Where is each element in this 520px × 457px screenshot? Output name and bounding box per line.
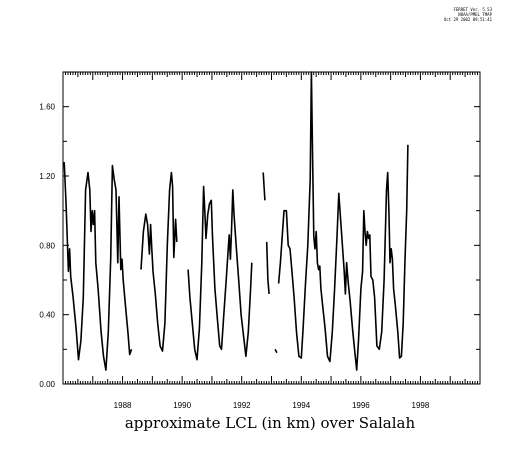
series-line-0-segment-2 <box>187 185 253 361</box>
y-tick-label: 0.80 <box>39 241 55 250</box>
x-tick-label: 1990 <box>173 401 191 410</box>
header-line-2: NOAA/PMEL TMAP <box>458 12 492 17</box>
y-tick-label: 1.60 <box>39 103 55 112</box>
series-lines <box>63 71 409 371</box>
x-tick-label: 1998 <box>412 401 430 410</box>
plot-frame <box>62 71 481 385</box>
header-line-3: Oct 29 2002 09:51:41 <box>444 17 493 22</box>
y-tick-label: 0.00 <box>39 380 55 389</box>
y-tick-labels: 0.00 0.40 0.80 1.20 1.60 <box>39 103 55 389</box>
y-tick-label: 1.20 <box>39 172 55 181</box>
header-line-1: FERRET Ver. 5.53 <box>453 7 492 12</box>
x-tick-labels: 1988 1990 1992 1994 1996 1998 <box>114 401 430 410</box>
series-line-1-segment-0 <box>262 172 266 201</box>
axis-ticks <box>62 71 481 385</box>
series-line-0-segment-0 <box>63 162 133 371</box>
series-line-2-segment-0 <box>277 71 409 371</box>
x-tick-label: 1988 <box>114 401 132 410</box>
x-tick-label: 1996 <box>352 401 370 410</box>
y-tick-label: 0.40 <box>39 311 55 320</box>
series-line-1-segment-1 <box>265 241 270 294</box>
chart-title: approximate LCL (in km) over Salalah <box>125 414 416 432</box>
series-line-1-segment-2 <box>274 348 278 354</box>
x-tick-label: 1994 <box>292 401 310 410</box>
series-line-0-segment-1 <box>140 171 178 352</box>
x-tick-label: 1992 <box>233 401 251 410</box>
ferret-header: FERRET Ver. 5.53 NOAA/PMEL TMAP Oct 29 2… <box>444 7 493 22</box>
